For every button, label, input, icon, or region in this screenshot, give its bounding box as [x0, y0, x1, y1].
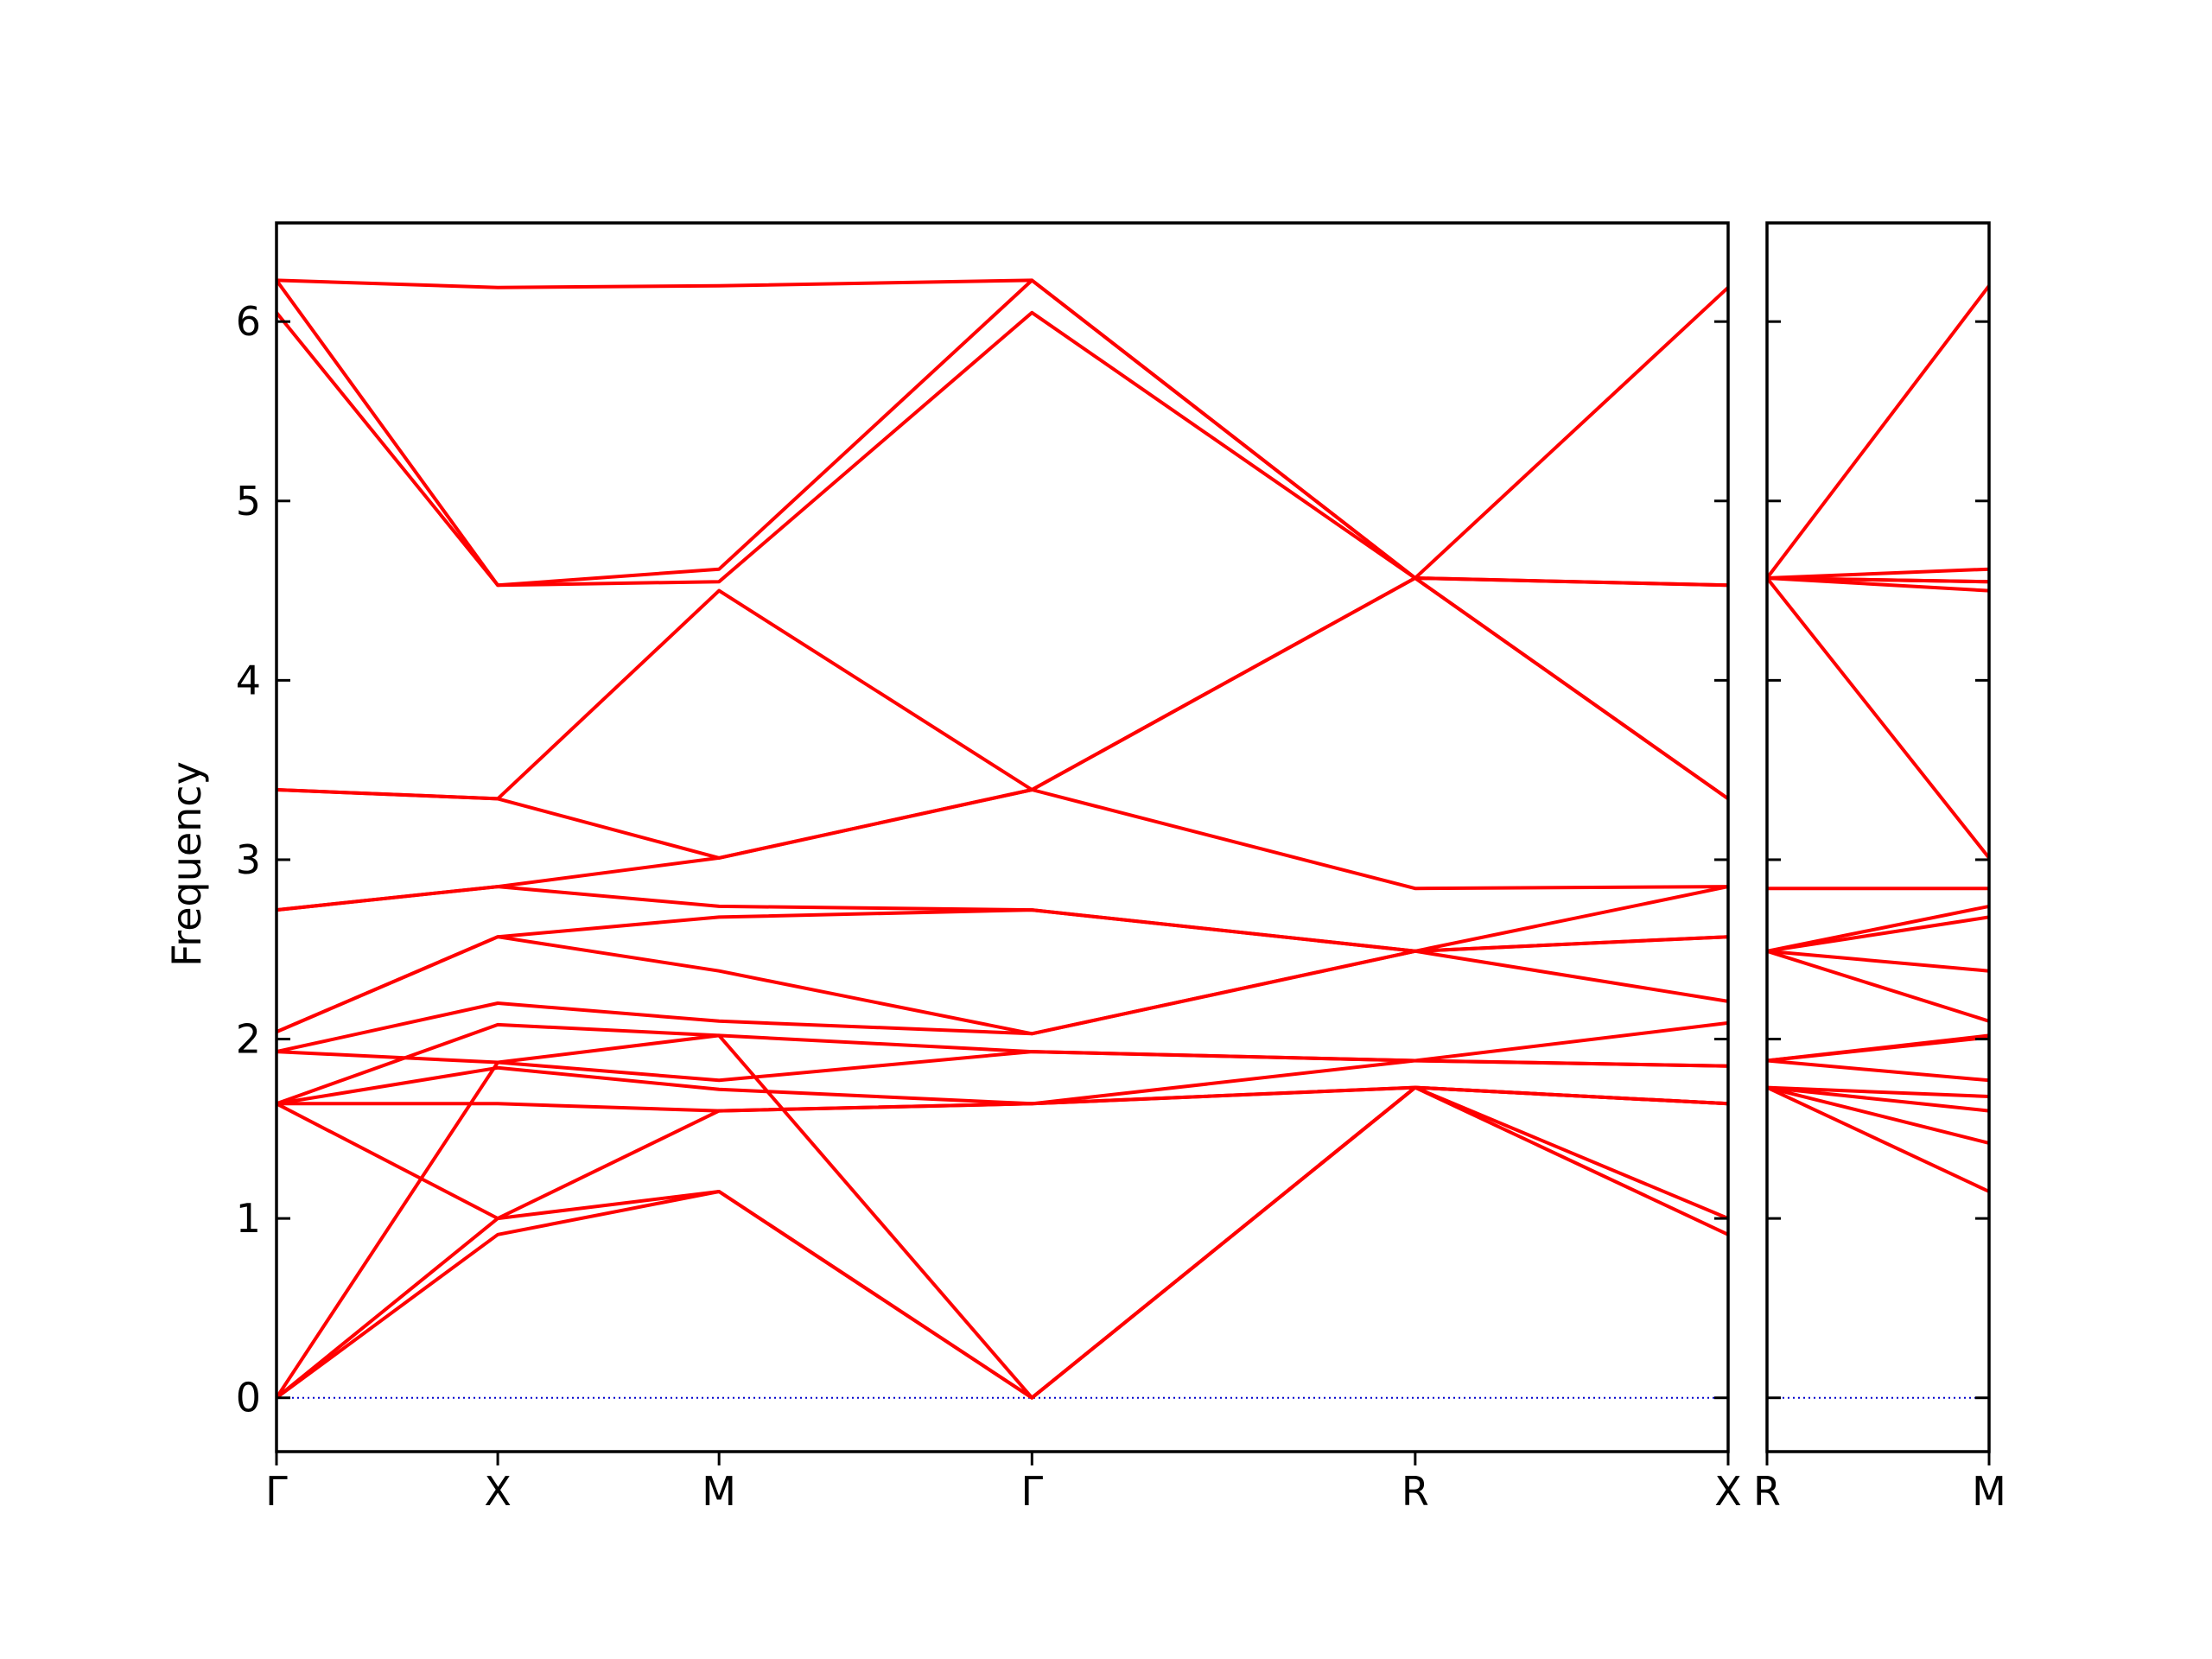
x-tick-label: X: [484, 1468, 512, 1515]
y-axis-label: Frequency: [163, 761, 210, 967]
x-tick-label: Γ: [265, 1468, 288, 1515]
band-line-11: [1766, 904, 1990, 953]
band-line-9: [1766, 949, 1990, 973]
band-line-8: [276, 1020, 1729, 1083]
band-line-5: [276, 1085, 1729, 1113]
x-tick-label: M: [1972, 1468, 2006, 1515]
band-line-5: [1766, 1058, 1990, 1083]
plot-frame: [1765, 221, 1991, 1453]
band-line-15: [276, 576, 1730, 801]
band-line-1: [1766, 1085, 1990, 1193]
band-line-7: [1766, 1033, 1990, 1063]
x-tick-label: R: [1753, 1468, 1781, 1515]
band-line-7: [276, 1022, 1729, 1106]
band-line-8: [1766, 949, 1990, 1023]
y-tick-label: 1: [236, 1195, 261, 1242]
band-line-4: [1766, 1085, 1990, 1098]
band-line-13: [1765, 576, 1991, 860]
panel-main-path: 0 1 2 3 4 5 6 Γ X M Γ R X: [236, 221, 1742, 1515]
x-tick-label: R: [1402, 1468, 1429, 1515]
band-line-18: [276, 278, 1730, 580]
y-tick-label: 6: [236, 298, 261, 345]
band-line-2: [275, 1085, 1729, 1400]
y-tick-label: 2: [236, 1016, 261, 1063]
y-tick-label: 3: [236, 836, 261, 883]
band-line-11: [276, 908, 1729, 1034]
band-line-16: [1766, 576, 1990, 584]
x-tick-label: M: [702, 1468, 736, 1515]
band-line-10: [1766, 915, 1990, 953]
x-tick-label: X: [1714, 1468, 1742, 1515]
band-line-17: [1766, 567, 1990, 580]
band-line-18: [1765, 284, 1991, 580]
y-tick-label: 5: [236, 478, 261, 524]
band-line-17: [275, 278, 1729, 588]
y-tick-label: 4: [236, 657, 261, 703]
x-tick-label: Γ: [1020, 1468, 1043, 1515]
band-line-9: [276, 949, 1729, 1054]
y-tick-label: 0: [236, 1375, 261, 1421]
plot-frame: [275, 221, 1730, 1453]
band-line-2: [1766, 1085, 1990, 1145]
band-line-3: [1766, 1085, 1990, 1113]
